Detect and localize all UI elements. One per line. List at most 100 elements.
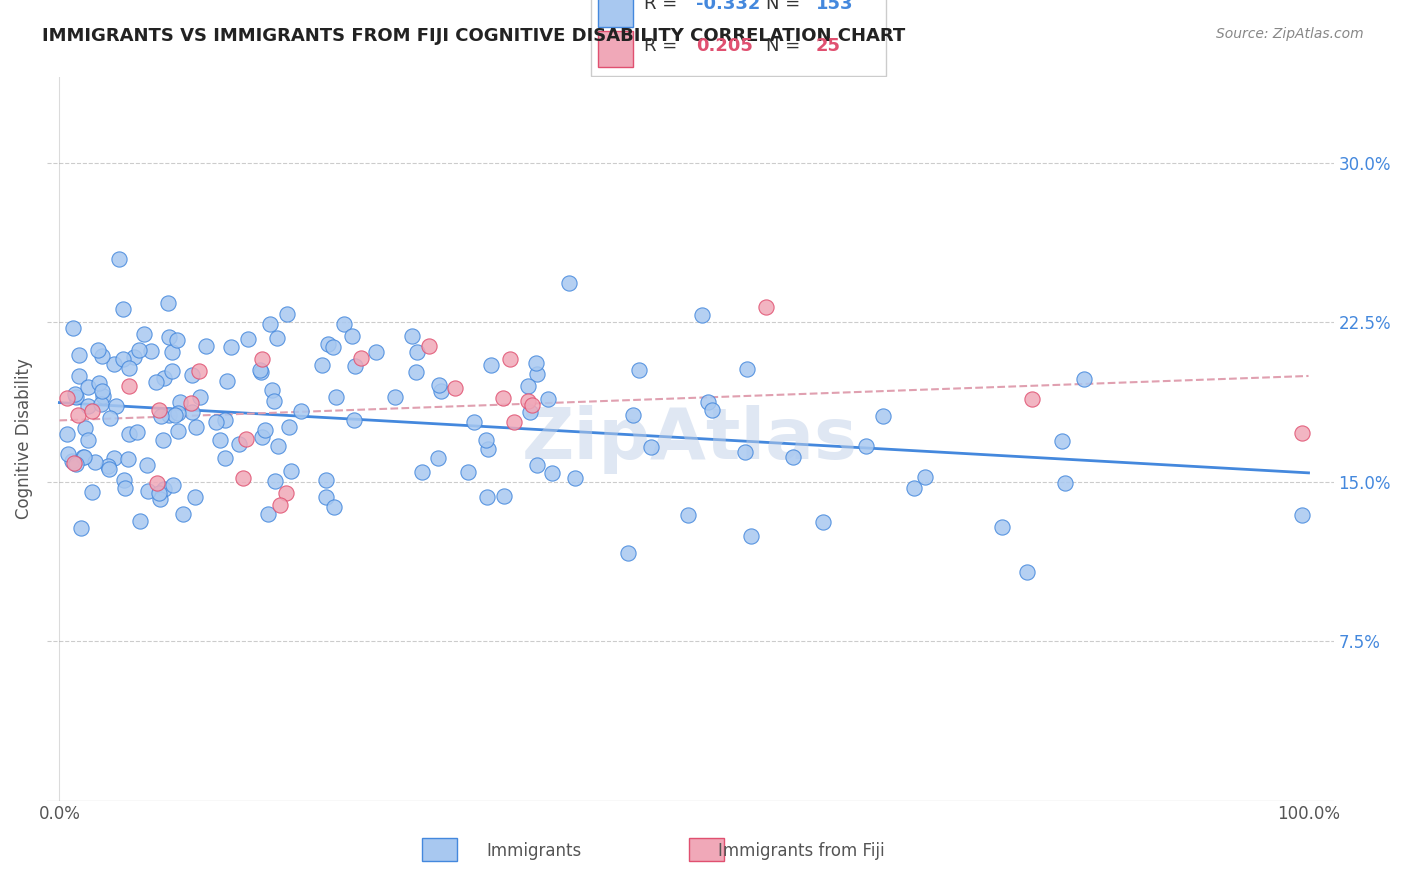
Text: -0.332: -0.332 xyxy=(696,0,761,13)
Point xyxy=(503,415,526,429)
Text: N =: N = xyxy=(766,37,806,55)
Point xyxy=(1017,565,1039,579)
Point xyxy=(117,378,139,392)
Point xyxy=(516,394,538,409)
Point xyxy=(128,514,150,528)
Point xyxy=(734,445,756,459)
Point xyxy=(117,451,139,466)
Point xyxy=(188,391,211,405)
Point xyxy=(69,521,91,535)
Point xyxy=(187,363,209,377)
Point xyxy=(180,395,202,409)
Point xyxy=(153,482,176,496)
Point xyxy=(184,420,207,434)
Point xyxy=(526,367,548,381)
Point xyxy=(103,450,125,465)
Point xyxy=(263,394,285,409)
Text: 153: 153 xyxy=(815,0,853,13)
Point xyxy=(167,424,190,438)
Point xyxy=(427,450,450,465)
Point xyxy=(62,320,84,334)
Point xyxy=(65,457,87,471)
Point xyxy=(181,368,204,382)
Point xyxy=(316,336,339,351)
Point xyxy=(122,350,145,364)
Point xyxy=(276,485,298,500)
Point xyxy=(463,415,485,429)
Point xyxy=(67,348,90,362)
Point xyxy=(259,317,281,331)
Point xyxy=(166,406,188,420)
Text: Source: ZipAtlas.com: Source: ZipAtlas.com xyxy=(1216,27,1364,41)
Point xyxy=(160,345,183,359)
Point xyxy=(475,433,498,447)
Point xyxy=(67,369,90,384)
Point xyxy=(333,317,356,331)
Point xyxy=(481,358,503,372)
Point xyxy=(183,491,205,505)
Point xyxy=(76,433,98,447)
Point xyxy=(138,483,160,498)
Point xyxy=(90,397,112,411)
Point xyxy=(103,358,125,372)
Point xyxy=(1021,392,1043,407)
Point xyxy=(1291,426,1313,441)
Point xyxy=(84,455,107,469)
Point xyxy=(236,332,259,346)
Point xyxy=(617,546,640,560)
Point xyxy=(520,397,543,411)
Point xyxy=(132,326,155,341)
Point xyxy=(160,364,183,378)
Point xyxy=(640,440,662,454)
Point xyxy=(205,415,228,429)
Point xyxy=(537,392,560,407)
Point xyxy=(87,343,110,358)
Point xyxy=(214,412,236,426)
Point xyxy=(146,476,169,491)
Point xyxy=(148,486,170,500)
Point xyxy=(477,442,499,456)
Point xyxy=(517,378,540,392)
Point xyxy=(628,363,651,377)
Point xyxy=(401,328,423,343)
Text: IMMIGRANTS VS IMMIGRANTS FROM FIJI COGNITIVE DISABILITY CORRELATION CHART: IMMIGRANTS VS IMMIGRANTS FROM FIJI COGNI… xyxy=(42,27,905,45)
Point xyxy=(872,409,894,424)
Point xyxy=(457,465,479,479)
Point xyxy=(914,470,936,484)
Point xyxy=(104,399,127,413)
Point xyxy=(264,475,287,489)
Point xyxy=(325,390,347,404)
Point xyxy=(311,358,333,372)
Point xyxy=(76,400,98,414)
Point xyxy=(80,404,103,418)
Point xyxy=(228,437,250,451)
Point xyxy=(540,466,562,480)
Point xyxy=(249,365,271,379)
Point xyxy=(214,450,236,465)
Point xyxy=(697,395,720,409)
Point xyxy=(60,453,83,467)
Point xyxy=(73,450,96,465)
Point xyxy=(260,384,283,398)
Point xyxy=(150,409,173,423)
Text: ZipAtlas: ZipAtlas xyxy=(522,405,858,474)
Point xyxy=(232,471,254,485)
Text: N =: N = xyxy=(766,0,806,13)
Point xyxy=(149,492,172,507)
Point xyxy=(73,421,96,435)
Point xyxy=(166,333,188,347)
Point xyxy=(276,307,298,321)
Point xyxy=(235,432,257,446)
Point xyxy=(63,456,86,470)
Point xyxy=(735,362,758,376)
Point xyxy=(163,408,186,422)
Point xyxy=(157,330,180,344)
Point xyxy=(443,381,465,395)
Point xyxy=(782,450,804,465)
Point xyxy=(499,352,522,367)
Point xyxy=(63,386,86,401)
Point xyxy=(91,349,114,363)
Text: 0.205: 0.205 xyxy=(696,37,752,55)
Point xyxy=(162,478,184,492)
Text: R =: R = xyxy=(644,37,683,55)
